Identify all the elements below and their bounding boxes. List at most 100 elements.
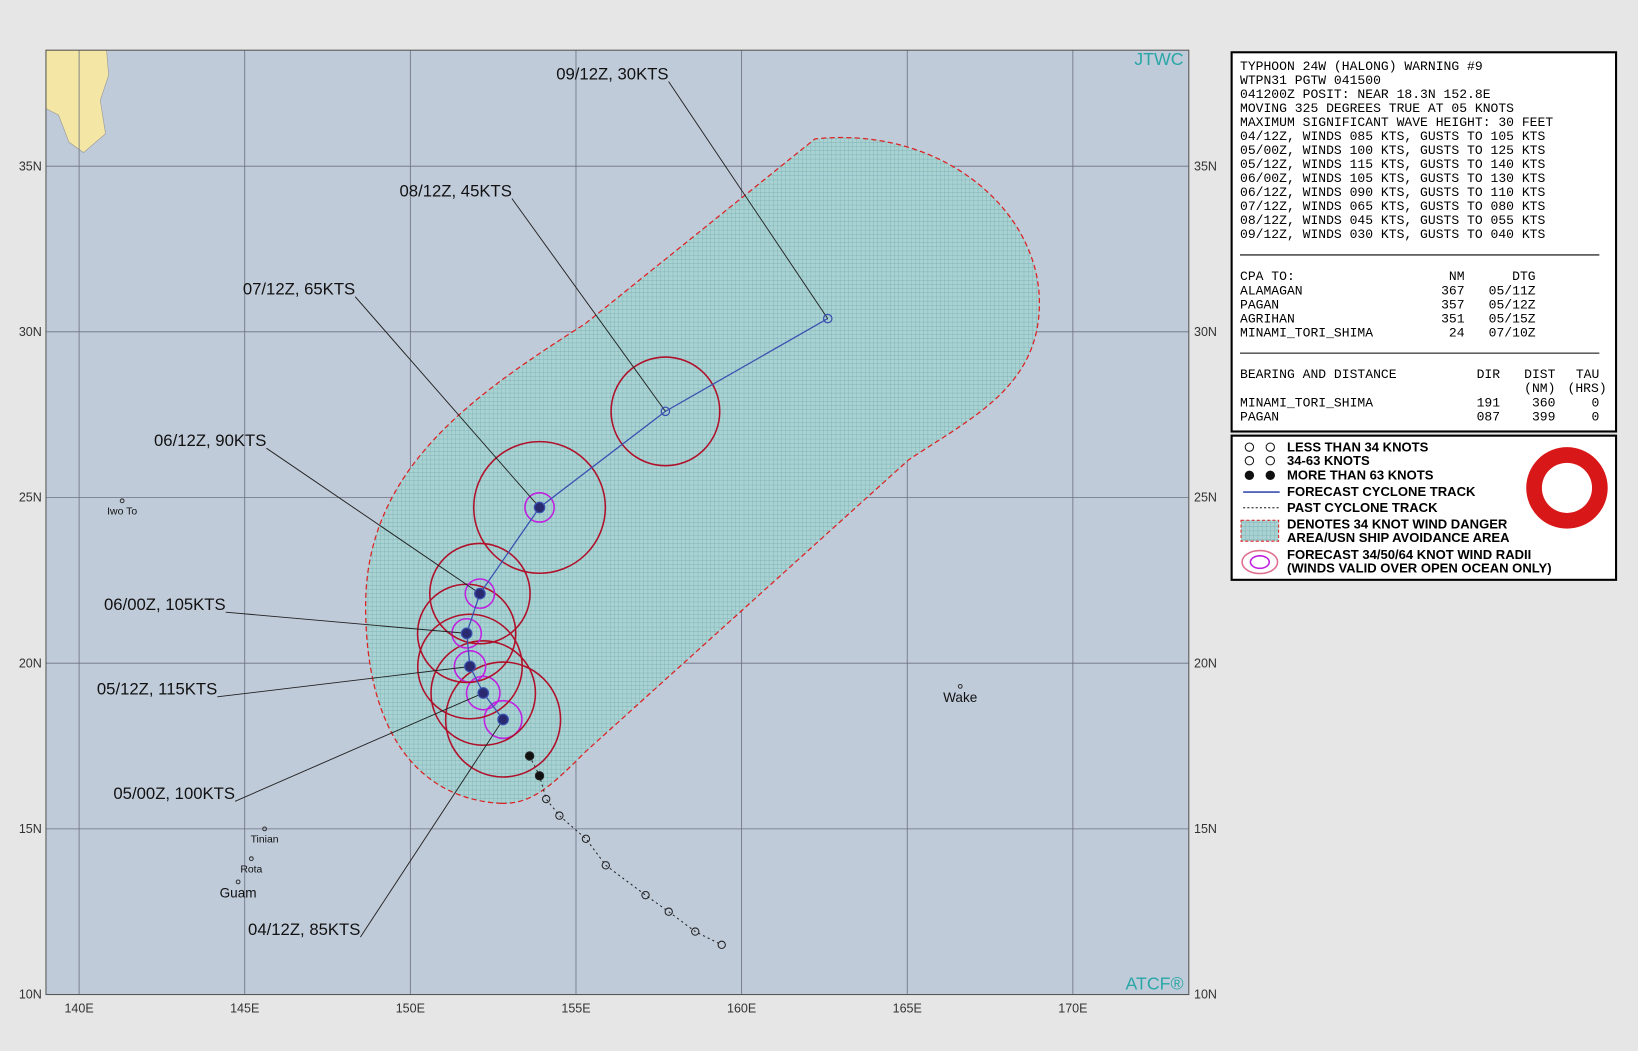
lon-tick-label: 150E <box>396 1001 425 1015</box>
cpa-cell: 07/10Z <box>1489 326 1536 341</box>
label-leader <box>266 447 481 594</box>
bearing-cell: 191 <box>1477 395 1501 410</box>
bearing-cell: 0 <box>1592 395 1600 410</box>
lat-tick-label: 10N <box>19 988 42 1002</box>
lat-tick-label: 15N <box>1194 822 1217 836</box>
forecast-position <box>497 713 509 726</box>
bearing-cell: 360 <box>1532 395 1556 410</box>
lat-tick-label: 25N <box>1194 491 1217 505</box>
island <box>957 683 963 689</box>
bearing-cell: MINAMI_TORI_SHIMA <box>1240 395 1373 410</box>
wind-radius-34 <box>610 356 721 467</box>
system-label: ATCF® <box>1125 973 1183 993</box>
past-position <box>664 907 673 916</box>
bearing-cell: 0 <box>1592 409 1600 424</box>
lat-tick-label: 35N <box>1194 159 1217 173</box>
forecast-position <box>464 660 476 673</box>
wind-radius-34 <box>444 661 562 778</box>
forecast-position <box>660 406 671 417</box>
lon-tick-label: 160E <box>727 1001 756 1015</box>
legend-radii <box>1249 555 1271 570</box>
wind-radius-64 <box>465 675 501 711</box>
bearing-cell: 399 <box>1532 409 1556 424</box>
lat-tick-label: 15N <box>19 822 42 836</box>
past-position <box>524 751 535 761</box>
forecast-label: 08/12Z, 45KTS <box>400 181 512 200</box>
bearing-subheader: (HRS) <box>1568 381 1607 396</box>
legend-symbol <box>1244 470 1255 481</box>
agency-label: JTWC <box>1134 49 1183 69</box>
forecast-position <box>474 587 486 600</box>
legend-symbol <box>1244 456 1255 466</box>
forecast-position <box>477 687 490 699</box>
cpa-cell: MINAMI_TORI_SHIMA <box>1240 326 1373 341</box>
bearing-header: DIST <box>1524 367 1555 382</box>
label-leader <box>668 81 829 319</box>
warning-line: 07/12Z, WINDS 065 KTS, GUSTS TO 080 KTS <box>1240 199 1546 214</box>
label-leader <box>360 719 504 938</box>
legend-radii <box>1241 549 1279 575</box>
bearing-cell: 087 <box>1477 409 1501 424</box>
cpa-header: DTG <box>1512 269 1536 284</box>
wind-radius-34 <box>416 613 523 720</box>
wind-radius-34 <box>428 542 531 645</box>
past-position <box>641 890 650 900</box>
wind-radius-64 <box>451 617 483 649</box>
lat-tick-label: 10N <box>1194 988 1217 1002</box>
jtwc-logo-inner <box>1541 462 1593 513</box>
lat-tick-label: 20N <box>1194 656 1217 670</box>
warning-line: 06/00Z, WINDS 105 KTS, GUSTS TO 130 KTS <box>1240 171 1546 186</box>
cpa-cell: 351 <box>1441 312 1465 327</box>
legend-text: FORECAST 34/50/64 KNOT WIND RADII <box>1287 547 1531 562</box>
cpa-cell: 24 <box>1449 326 1465 341</box>
legend-text: MORE THAN 63 KNOTS <box>1287 468 1434 483</box>
forecast-label: 06/00Z, 105KTS <box>104 595 226 614</box>
cpa-cell: 357 <box>1441 298 1465 313</box>
lon-tick-label: 170E <box>1058 1001 1087 1015</box>
cpa-cell: 05/15Z <box>1489 312 1536 327</box>
forecast-position <box>460 627 473 640</box>
forecast-position <box>822 313 833 324</box>
past-position <box>717 940 726 950</box>
lat-tick-label: 25N <box>19 491 42 505</box>
warning-line: 09/12Z, WINDS 030 KTS, GUSTS TO 040 KTS <box>1240 227 1546 242</box>
cpa-cell: ALAMAGAN <box>1240 284 1303 299</box>
label-leader <box>217 666 471 698</box>
lon-tick-label: 165E <box>893 1001 922 1015</box>
warning-line: MOVING 325 DEGREES TRUE AT 05 KNOTS <box>1240 101 1514 116</box>
lat-tick-label: 20N <box>19 656 42 670</box>
wind-radius-64 <box>483 699 523 740</box>
legend-text: 34-63 KNOTS <box>1287 453 1370 468</box>
label-leader <box>234 692 484 802</box>
warning-line: WTPN31 PGTW 041500 <box>1240 73 1381 88</box>
label-leader <box>354 296 540 508</box>
place-label: Tinian <box>251 834 279 845</box>
past-position <box>534 771 545 781</box>
warning-line: 041200Z POSIT: NEAR 18.3N 152.8E <box>1240 87 1491 102</box>
island <box>235 879 241 885</box>
label-leader <box>225 611 467 634</box>
past-position <box>601 861 610 870</box>
legend-symbol <box>1265 442 1275 452</box>
forecast-label: 05/00Z, 100KTS <box>113 784 235 803</box>
place-label: Wake <box>943 690 977 705</box>
place-label: Guam <box>220 886 257 901</box>
lat-tick-label: 30N <box>1194 325 1217 339</box>
warning-line: 08/12Z, WINDS 045 KTS, GUSTS TO 055 KTS <box>1240 213 1546 228</box>
japan-land <box>45 49 109 153</box>
danger-area <box>364 137 1041 805</box>
wind-radius-34 <box>472 440 607 575</box>
cpa-cell: 05/11Z <box>1489 284 1536 299</box>
legend-text: LESS THAN 34 KNOTS <box>1287 439 1429 454</box>
island <box>262 826 267 832</box>
legend-text: FORECAST CYCLONE TRACK <box>1287 484 1476 499</box>
cpa-cell: PAGAN <box>1240 298 1279 313</box>
lat-tick-label: 35N <box>19 159 42 173</box>
warning-line: 04/12Z, WINDS 085 KTS, GUSTS TO 105 KTS <box>1240 129 1546 144</box>
lat-tick-label: 30N <box>19 325 42 339</box>
bearing-header: DIR <box>1477 367 1501 382</box>
past-position <box>691 927 700 936</box>
lon-tick-label: 155E <box>561 1001 590 1015</box>
